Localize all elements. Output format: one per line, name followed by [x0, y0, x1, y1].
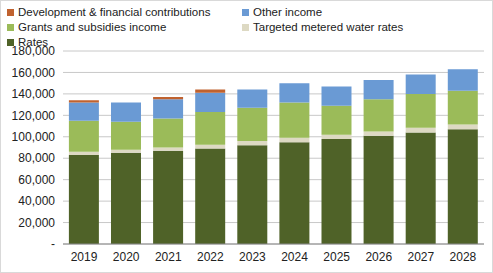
svg-text:60,000: 60,000: [18, 173, 55, 187]
svg-text:40,000: 40,000: [18, 194, 55, 208]
svg-text:180,000: 180,000: [12, 44, 56, 58]
svg-text:120,000: 120,000: [12, 109, 56, 123]
svg-text:100,000: 100,000: [12, 130, 56, 144]
svg-text:140,000: 140,000: [12, 87, 56, 101]
svg-text:2024: 2024: [281, 250, 308, 264]
svg-text:2027: 2027: [407, 250, 434, 264]
svg-text:160,000: 160,000: [12, 66, 56, 80]
svg-text:2025: 2025: [323, 250, 350, 264]
svg-text:2028: 2028: [450, 250, 477, 264]
svg-text:2023: 2023: [239, 250, 266, 264]
svg-text:80,000: 80,000: [18, 151, 55, 165]
svg-text:-: -: [51, 237, 55, 251]
svg-text:2021: 2021: [155, 250, 182, 264]
svg-text:2019: 2019: [71, 250, 98, 264]
svg-text:2026: 2026: [365, 250, 392, 264]
svg-text:20,000: 20,000: [18, 216, 55, 230]
svg-text:2020: 2020: [113, 250, 140, 264]
svg-text:2022: 2022: [197, 250, 224, 264]
